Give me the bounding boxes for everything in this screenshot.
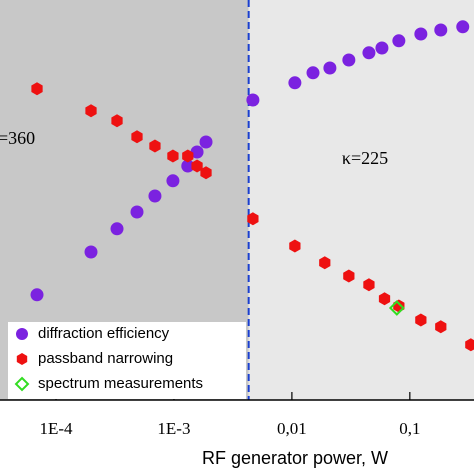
x-axis-label: RF generator power, W [202, 448, 388, 468]
point [190, 145, 204, 159]
x-tick-label: 0,01 [277, 419, 307, 438]
point [148, 189, 162, 203]
point [200, 166, 212, 180]
point [434, 23, 448, 37]
point [191, 159, 203, 173]
annotation: =360 [0, 128, 35, 148]
point [246, 93, 260, 107]
point [199, 135, 213, 149]
point [392, 34, 406, 48]
point [435, 320, 447, 334]
point [378, 292, 391, 306]
point [31, 82, 43, 96]
legend-label: spectrum measurements [38, 375, 203, 392]
point [343, 269, 355, 283]
point [323, 61, 337, 75]
point [306, 66, 320, 80]
point [415, 313, 427, 327]
legend-box [8, 322, 246, 399]
point [414, 27, 428, 41]
legend-label: diffraction efficiency [38, 325, 170, 342]
point [288, 76, 302, 90]
legend-marker [14, 376, 30, 392]
x-tick-label: 0,1 [399, 419, 420, 438]
point [167, 149, 179, 163]
annotation: κ=225 [342, 148, 388, 168]
point [388, 300, 405, 316]
point [456, 20, 470, 34]
legend-marker [16, 353, 28, 365]
point [131, 130, 143, 144]
x-tick-label: 1E-3 [157, 419, 190, 438]
point [84, 245, 98, 259]
legend-label: passband narrowing [38, 350, 173, 367]
point [342, 53, 356, 67]
point [130, 205, 144, 219]
point [363, 278, 375, 292]
point [362, 46, 376, 60]
point [181, 159, 195, 173]
region-right [248, 0, 474, 400]
point [30, 288, 44, 302]
point [465, 338, 474, 352]
point [166, 174, 180, 188]
point [149, 139, 161, 153]
point [85, 104, 97, 118]
point [319, 256, 331, 270]
point [289, 239, 301, 253]
point [247, 212, 259, 226]
point [375, 41, 389, 55]
point [111, 114, 123, 128]
point [110, 222, 124, 236]
legend-marker [16, 328, 28, 340]
point [182, 149, 194, 163]
x-tick-label: 1E-4 [39, 419, 73, 438]
